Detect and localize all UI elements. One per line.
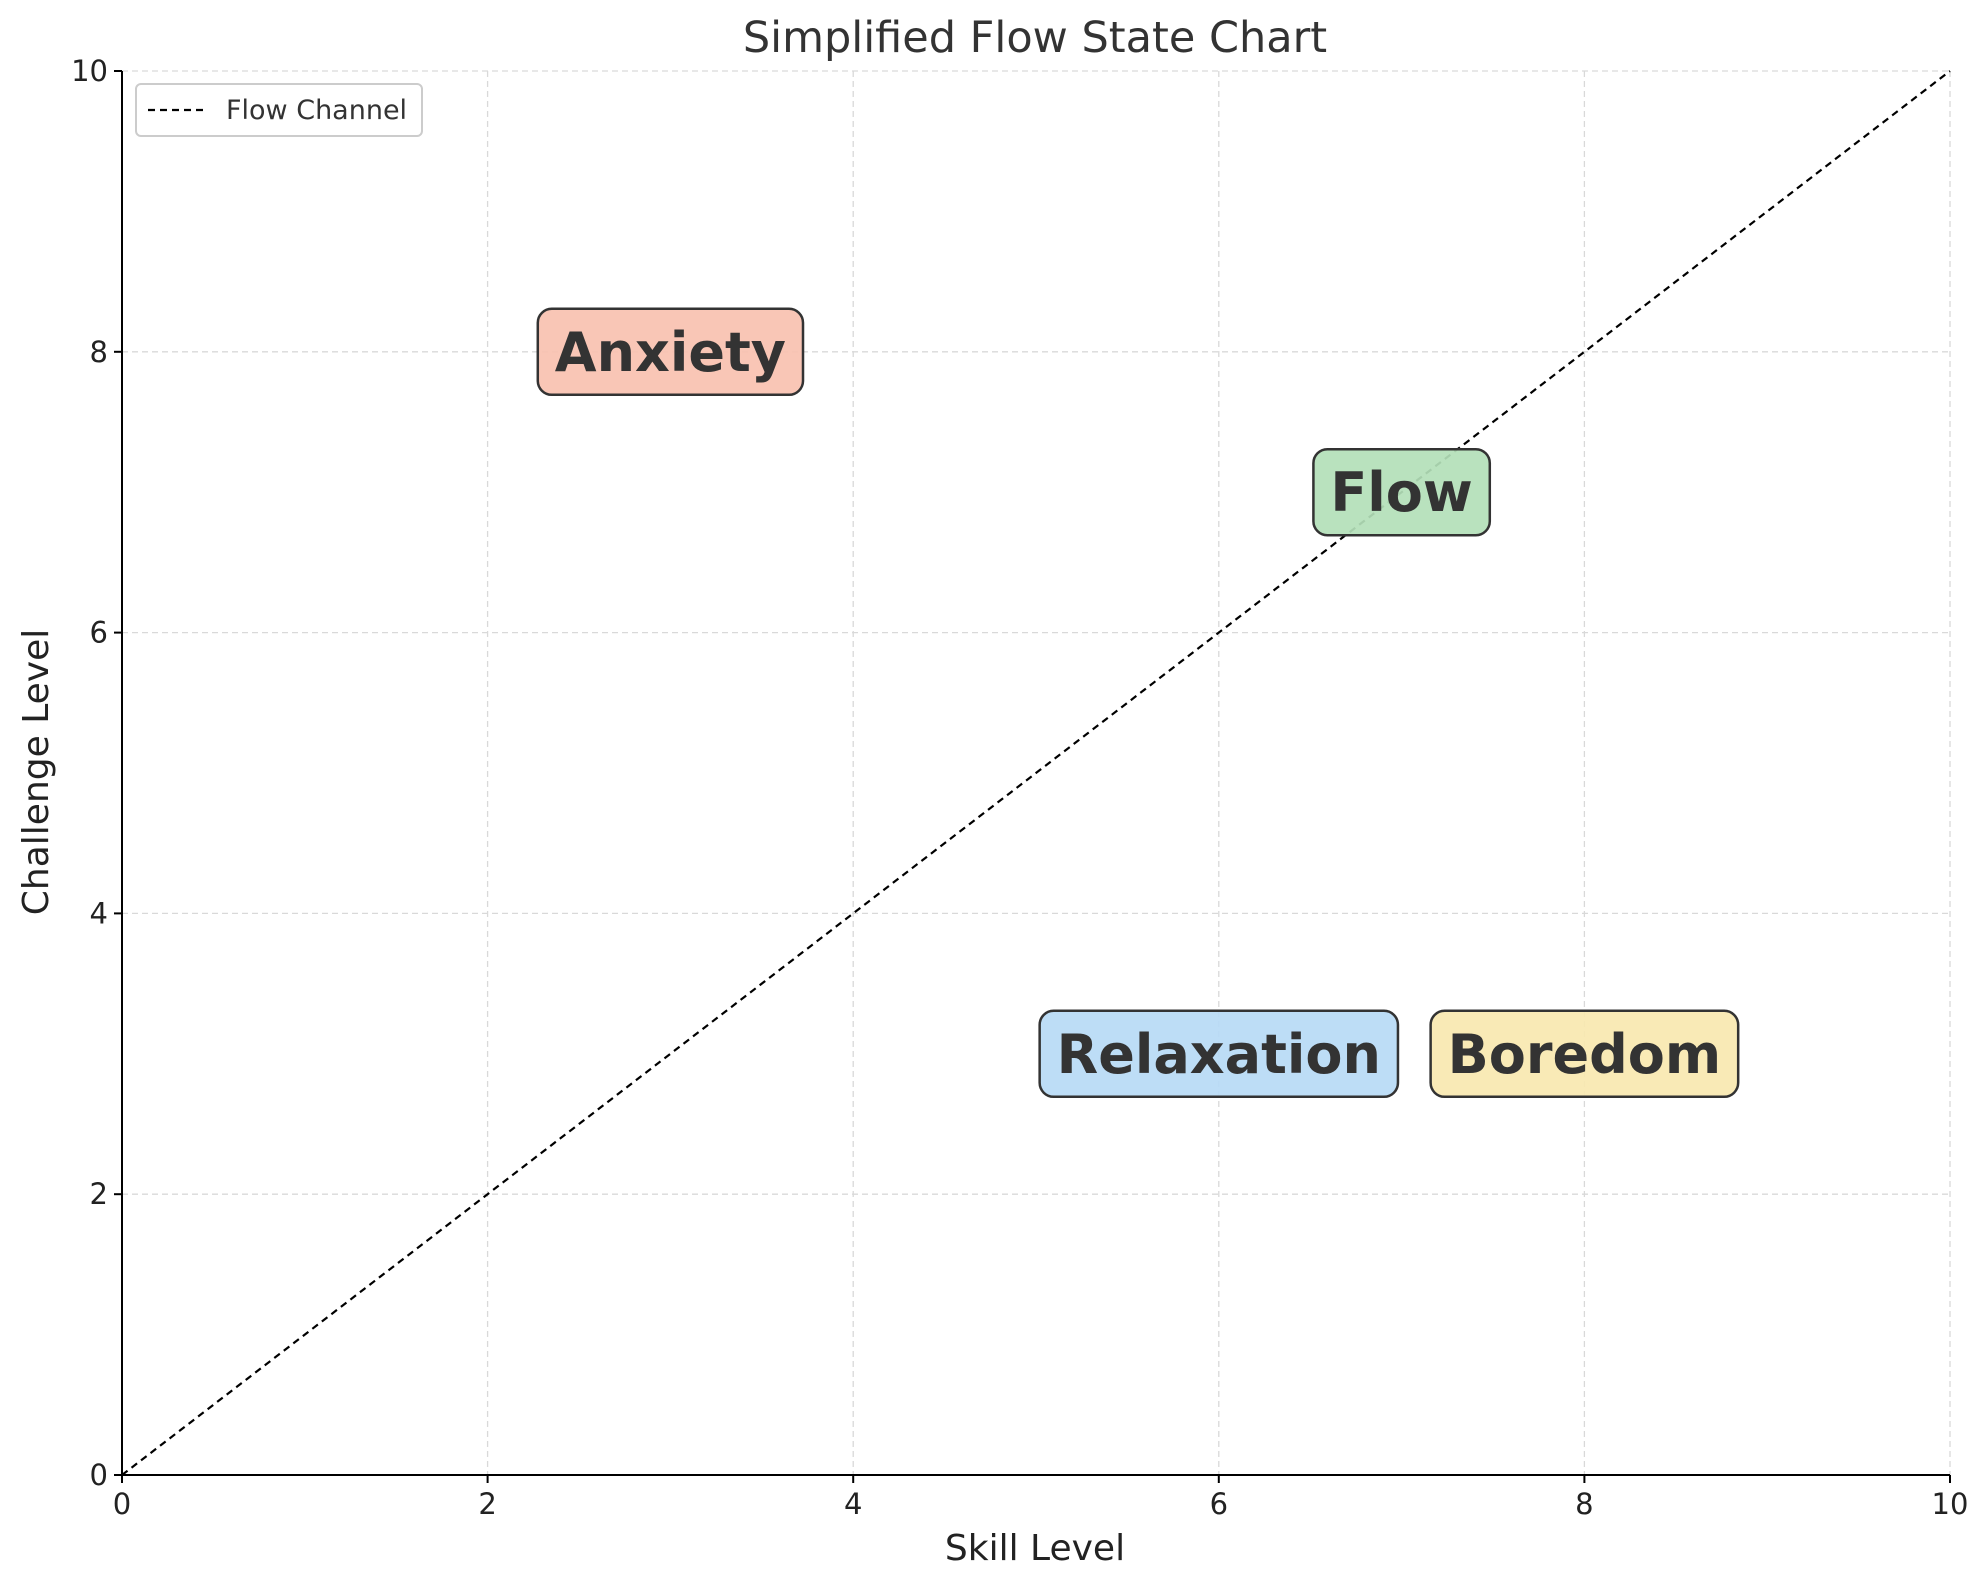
region-box <box>1429 1009 1740 1099</box>
x-tick-label: 2 <box>478 1487 496 1521</box>
y-tick-label: 4 <box>90 896 108 930</box>
x-tick-label: 10 <box>1932 1487 1969 1521</box>
y-tick-label: 2 <box>90 1177 108 1211</box>
region-box <box>1038 1009 1400 1099</box>
region-text: Flow <box>1330 461 1472 524</box>
chart-title: Simplified Flow State Chart <box>743 13 1327 63</box>
region-text: Relaxation <box>1057 1023 1381 1086</box>
tick-labels: 0 2 4 6 8 10 0 2 4 6 8 10 <box>71 54 1968 1521</box>
region-annotations: Anxiety Flow Relaxation Boredom <box>536 307 1740 1099</box>
series-layer <box>121 70 1951 1476</box>
region-label-boredom: Boredom <box>1429 1009 1740 1099</box>
legend-label-flow-channel: Flow Channel <box>226 95 407 126</box>
region-label-anxiety: Anxiety <box>536 307 805 397</box>
region-label-relaxation: Relaxation <box>1038 1009 1400 1099</box>
axes <box>121 71 1950 1476</box>
x-tick-label: 4 <box>844 1487 862 1521</box>
y-tick-label: 10 <box>71 54 108 88</box>
y-tick-label: 6 <box>90 616 108 650</box>
y-tick-label: 8 <box>90 335 108 369</box>
y-axis-label: Challenge Level <box>16 629 57 915</box>
region-text: Anxiety <box>555 321 786 384</box>
x-tick-label: 0 <box>113 1487 131 1521</box>
region-box <box>1312 447 1492 537</box>
region-text: Boredom <box>1448 1023 1722 1086</box>
x-tick-label: 6 <box>1210 1487 1228 1521</box>
legend-box <box>135 83 423 137</box>
x-axis-label: Skill Level <box>945 1528 1125 1569</box>
region-label-flow: Flow <box>1312 447 1492 537</box>
region-box <box>536 307 805 397</box>
legend: Flow Channel <box>135 83 423 137</box>
grid-lines <box>122 70 1951 1475</box>
x-tick-label: 8 <box>1575 1487 1593 1521</box>
series-line-flow-channel <box>121 70 1951 1476</box>
y-tick-label: 0 <box>90 1458 108 1492</box>
